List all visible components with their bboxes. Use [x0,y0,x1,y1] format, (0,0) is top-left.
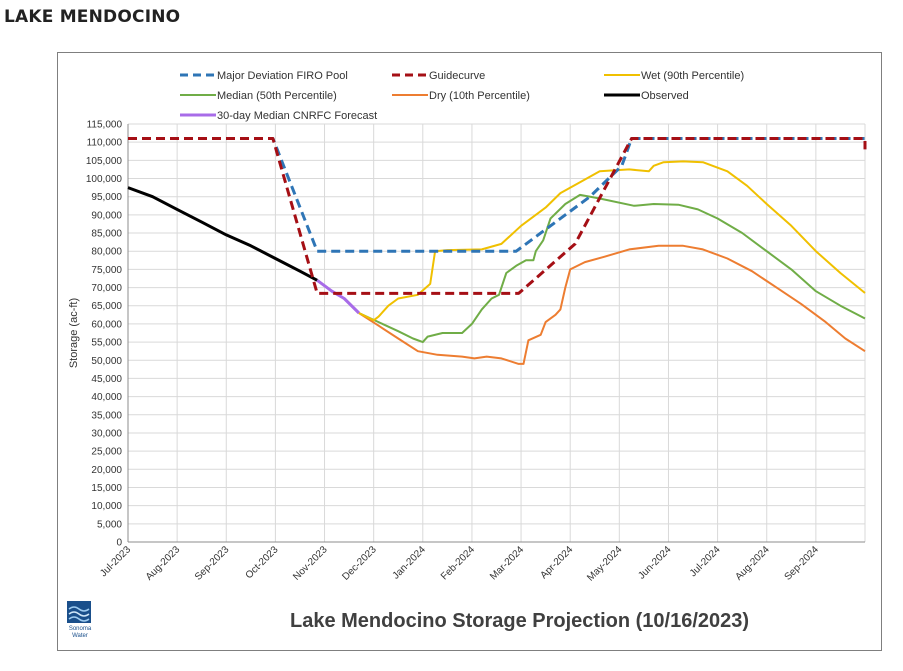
y-tick-label: 60,000 [91,319,122,330]
x-tick-label: Jul-2023 [98,544,133,579]
y-tick-label: 25,000 [91,447,122,458]
series-line-dry-10th-percentile [358,244,866,365]
legend-label: Observed [641,90,689,102]
y-tick-label: 90,000 [91,210,122,221]
axes [127,124,865,543]
y-tick-label: 110,000 [87,138,123,149]
y-tick-label: 40,000 [91,392,122,403]
legend: Major Deviation FIRO Pool Guidecurve Wet (… [180,70,744,122]
logo-text-1: Sonoma [68,626,92,632]
legend-label: Major Deviation FIRO Pool [217,70,348,82]
y-tick-label: 45,000 [91,374,122,385]
y-tick-label: 105,000 [86,156,123,167]
x-tick-label: Feb-2024 [439,544,477,582]
y-tick-label: 95,000 [91,192,122,203]
x-tick-label: Sep-2023 [193,544,232,583]
grid-lines [127,123,866,543]
y-tick-label: 20,000 [91,465,122,476]
chart-frame [57,52,882,651]
x-tick-label: Jun-2024 [636,544,674,582]
x-tick-label: Mar-2024 [488,544,526,582]
chart-title: Lake Mendocino Storage Projection (10/16… [290,610,750,632]
y-tick-label: 55,000 [91,338,122,349]
y-tick-label: 85,000 [91,229,122,240]
x-tick-label: Oct-2023 [244,544,281,581]
y-tick-label: 15,000 [91,483,122,494]
legend-label: 30-day Median CNRFC Forecast [217,110,377,122]
x-tick-labels: Jul-2023 Aug-2023 Sep-2023 Oct-2023 Nov-2023… [98,544,821,584]
y-axis-label: Storage (ac-ft) [68,298,80,368]
y-tick-label: 30,000 [91,428,122,439]
y-tick-label: 65,000 [91,301,122,312]
x-tick-label: Sep-2024 [783,544,822,583]
x-tick-label: Jul-2024 [688,544,723,579]
x-tick-label: Apr-2024 [538,544,575,581]
y-tick-labels: 0 5,000 10,000 15,000 20,000 25,000 30,000 35,0… [86,120,123,549]
y-tick-label: 10,000 [91,501,122,512]
x-tick-label: Dec-2023 [340,544,379,583]
x-tick-label: Aug-2023 [144,544,183,583]
y-tick-label: 80,000 [91,247,122,258]
y-tick-label: 5,000 [97,519,122,530]
y-tick-label: 70,000 [91,283,122,294]
y-tick-label: 100,000 [86,174,123,185]
y-tick-label: 35,000 [91,410,122,421]
x-tick-label: Jan-2024 [391,544,429,582]
series-line-median-50th-percentile [358,193,866,344]
x-tick-label: Aug-2024 [733,544,772,583]
legend-label: Guidecurve [429,70,485,82]
series-line-observed [127,186,318,282]
legend-label: Median (50th Percentile) [217,90,337,102]
y-tick-label: 115,000 [87,120,123,131]
y-tick-label: 50,000 [91,356,122,367]
page-title: LAKE MENDOCINO [4,7,181,27]
wave-icon [67,601,91,623]
series-line-guidecurve [128,137,867,295]
logo-text-2: Water [72,633,88,639]
x-tick-label: May-2024 [585,544,625,584]
sonoma-water-logo: Sonoma Water [65,601,95,645]
y-tick-label: 75,000 [91,265,122,276]
x-tick-label: Nov-2023 [291,544,330,583]
legend-label: Dry (10th Percentile) [429,90,530,102]
series-line-30-day-median-cnrfc-forecast [316,279,360,315]
series-lines [127,137,867,365]
y-tick-label: 0 [116,538,122,549]
legend-label: Wet (90th Percentile) [641,70,744,82]
series-line-wet-90th-percentile [358,160,866,322]
series-line-major-deviation-firo-pool [128,137,865,253]
